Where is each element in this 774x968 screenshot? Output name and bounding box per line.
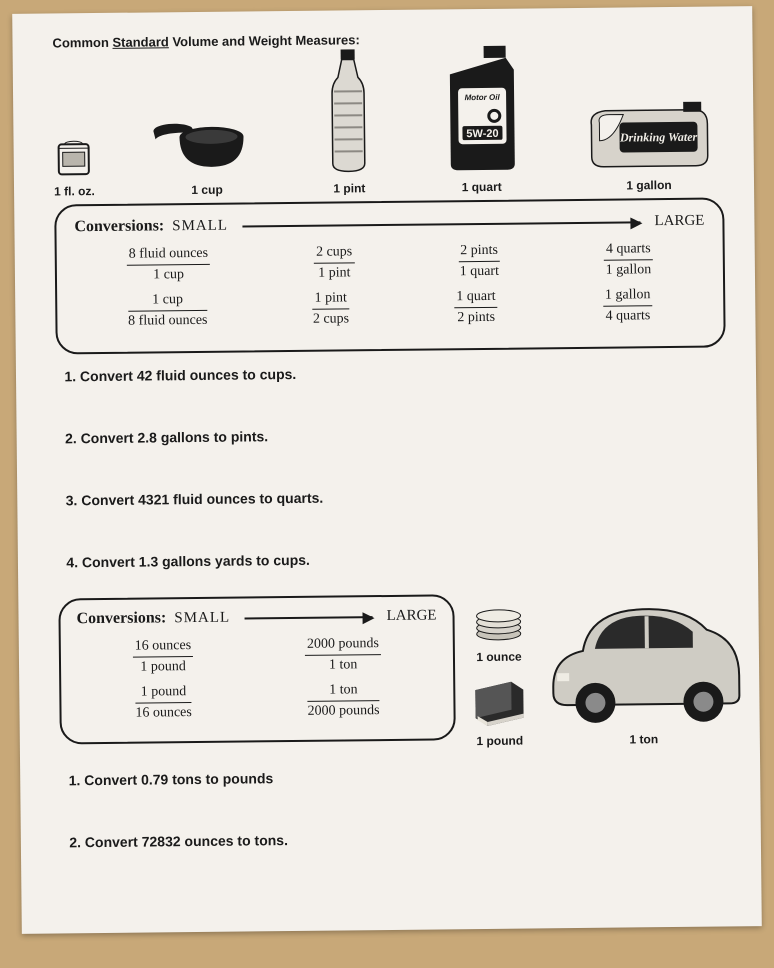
title-underlined: Standard (112, 34, 168, 50)
volume-label-pint: 1 pint (319, 181, 379, 196)
conv1-row2: 1 cup8 fluid ounces 1 pint2 cups 1 quart… (75, 286, 705, 331)
question-vol-2: Convert 2.8 gallons to pints. (81, 423, 727, 446)
volume-item-floz: 1 fl. oz. (53, 58, 95, 198)
gallon-jug-icon: Drinking Water (583, 100, 714, 173)
conv-head-large: LARGE (654, 212, 704, 230)
measuring-cup-icon (151, 112, 262, 177)
weight-questions: Convert 0.79 tons to pounds Convert 7283… (60, 765, 731, 850)
conv2-head-small: SMALL (174, 609, 230, 627)
car-icon (542, 585, 743, 727)
coin-stack-icon (471, 604, 525, 645)
conv2-head-large: LARGE (386, 607, 436, 625)
weight-item-ounce: 1 ounce (468, 588, 529, 665)
weight-item-ton: 1 ton (542, 585, 744, 747)
volume-label-quart: 1 quart (437, 180, 527, 195)
arrow-right-icon (242, 221, 640, 228)
title-prefix: Common (52, 35, 112, 51)
conversions-weight-box: Conversions: SMALL LARGE 16 ounces1 poun… (58, 594, 456, 744)
question-vol-4: Convert 1.3 gallons yards to cups. (82, 547, 728, 570)
volume-questions: Convert 42 fluid ounces to cups. Convert… (56, 361, 728, 570)
frac-lb-ton: 2000 pounds1 ton (305, 635, 381, 674)
frac-quart-pints: 1 quart2 pints (454, 288, 498, 326)
conv2-row2: 1 pound16 ounces 1 ton2000 pounds (77, 680, 437, 722)
frac-cups-pint: 2 cups1 pint (314, 243, 355, 281)
oil-top-text: Motor Oil (464, 93, 500, 102)
volume-item-cup: 1 cup (151, 56, 262, 197)
conv-head-bold: Conversions: (74, 217, 164, 236)
volume-label-cup: 1 cup (152, 182, 262, 197)
oil-bottle-icon: Motor Oil 5W-20 (435, 44, 526, 175)
question-wt-1: Convert 0.79 tons to pounds (84, 765, 730, 788)
weight-section: Conversions: SMALL LARGE 16 ounces1 poun… (58, 585, 730, 758)
frac-quarts-gallon: 4 quarts1 gallon (604, 240, 653, 279)
bottle-icon (318, 47, 379, 176)
oil-spec-text: 5W-20 (466, 128, 498, 140)
book-icon (469, 676, 530, 729)
weight-icons-column: 1 ounce 1 pound (468, 588, 530, 749)
question-wt-2: Convert 72832 ounces to tons. (85, 827, 731, 850)
weight-label-ton: 1 ton (544, 731, 744, 747)
volume-item-gallon: Drinking Water 1 gallon (583, 52, 714, 193)
frac-pints-quart: 2 pints1 quart (458, 242, 500, 280)
volume-item-pint: 1 pint (318, 55, 379, 196)
frac-gallon-quarts: 1 gallon4 quarts (603, 286, 653, 325)
packet-icon (55, 138, 93, 178)
desk-background: Common Standard Volume and Weight Measur… (0, 0, 774, 960)
frac-floz-cup: 8 fluid ounces1 cup (127, 245, 211, 284)
conv2-head-bold: Conversions: (76, 609, 166, 628)
volume-label-floz: 1 fl. oz. (54, 184, 95, 198)
weight-label-pound: 1 pound (470, 734, 530, 749)
frac-pint-cups: 1 pint2 cups (313, 289, 350, 327)
conversions-volume-header: Conversions: SMALL LARGE (74, 212, 704, 237)
frac-ton-lb: 1 ton2000 pounds (307, 681, 379, 720)
weight-item-pound: 1 pound (469, 672, 530, 749)
question-vol-1: Convert 42 fluid ounces to cups. (80, 361, 726, 384)
conv-head-small: SMALL (172, 217, 228, 235)
page-title: Common Standard Volume and Weight Measur… (52, 28, 722, 50)
conversions-weight-header: Conversions: SMALL LARGE (76, 606, 436, 628)
gallon-jug-text: Drinking Water (619, 130, 698, 145)
frac-cup-floz: 1 cup8 fluid ounces (128, 291, 208, 330)
frac-lb-oz: 1 pound16 ounces (135, 683, 192, 722)
conv2-row1: 16 ounces1 pound 2000 pounds1 ton (77, 634, 437, 676)
conv1-row1: 8 fluid ounces1 cup 2 cups1 pint 2 pints… (75, 240, 705, 285)
worksheet-page: Common Standard Volume and Weight Measur… (12, 6, 762, 934)
volume-item-quart: Motor Oil 5W-20 1 quart (435, 54, 526, 195)
arrow-right-icon (244, 616, 372, 620)
volume-examples-row: 1 fl. oz. 1 cup (53, 51, 724, 198)
weight-label-ounce: 1 ounce (469, 650, 529, 665)
frac-oz-lb: 16 ounces1 pound (133, 637, 194, 676)
question-vol-3: Convert 4321 fluid ounces to quarts. (81, 485, 727, 508)
conversions-volume-box: Conversions: SMALL LARGE 8 fluid ounces1… (54, 197, 726, 354)
volume-label-gallon: 1 gallon (584, 178, 714, 193)
